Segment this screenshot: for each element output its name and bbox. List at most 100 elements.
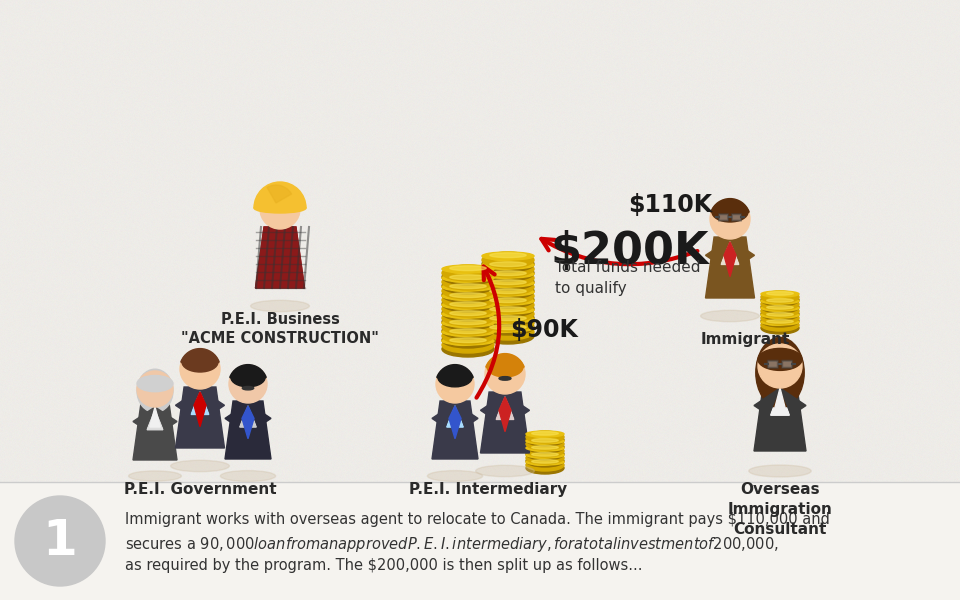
Ellipse shape bbox=[526, 455, 564, 467]
Ellipse shape bbox=[526, 431, 564, 437]
Ellipse shape bbox=[761, 315, 799, 327]
Ellipse shape bbox=[450, 311, 486, 316]
Ellipse shape bbox=[490, 264, 516, 269]
Ellipse shape bbox=[761, 291, 799, 297]
Ellipse shape bbox=[761, 305, 799, 311]
Ellipse shape bbox=[450, 338, 486, 343]
Ellipse shape bbox=[761, 305, 799, 317]
Ellipse shape bbox=[233, 368, 263, 381]
Ellipse shape bbox=[442, 274, 494, 282]
Circle shape bbox=[436, 365, 474, 403]
Ellipse shape bbox=[442, 337, 494, 345]
Circle shape bbox=[260, 189, 300, 229]
Text: secures a $90,000 loan from an approved P.E.I. intermediary, for a total investm: secures a $90,000 loan from an approved … bbox=[125, 535, 779, 554]
Ellipse shape bbox=[767, 313, 793, 316]
Ellipse shape bbox=[526, 438, 564, 444]
Ellipse shape bbox=[482, 319, 534, 335]
Polygon shape bbox=[774, 388, 786, 412]
Ellipse shape bbox=[532, 431, 559, 435]
Ellipse shape bbox=[450, 268, 476, 274]
Ellipse shape bbox=[767, 293, 785, 297]
Text: $200K: $200K bbox=[550, 230, 708, 273]
Ellipse shape bbox=[490, 271, 526, 275]
Ellipse shape bbox=[482, 252, 534, 268]
Ellipse shape bbox=[756, 337, 804, 408]
Ellipse shape bbox=[221, 470, 276, 481]
Ellipse shape bbox=[482, 292, 534, 308]
Ellipse shape bbox=[482, 297, 534, 305]
Ellipse shape bbox=[767, 307, 785, 311]
Wedge shape bbox=[710, 199, 749, 219]
Polygon shape bbox=[225, 401, 271, 459]
Wedge shape bbox=[180, 349, 219, 369]
Ellipse shape bbox=[450, 275, 486, 280]
Ellipse shape bbox=[137, 369, 173, 412]
Ellipse shape bbox=[482, 297, 534, 313]
Polygon shape bbox=[754, 386, 806, 451]
Ellipse shape bbox=[490, 291, 516, 296]
Ellipse shape bbox=[254, 203, 306, 213]
FancyBboxPatch shape bbox=[782, 361, 792, 368]
Ellipse shape bbox=[450, 313, 476, 319]
Ellipse shape bbox=[442, 296, 494, 312]
Ellipse shape bbox=[526, 452, 564, 458]
Ellipse shape bbox=[450, 322, 476, 328]
Ellipse shape bbox=[526, 459, 564, 465]
Text: Immigrant works with overseas agent to relocate to Canada. The immigrant pays $1: Immigrant works with overseas agent to r… bbox=[125, 512, 829, 527]
Ellipse shape bbox=[490, 282, 516, 287]
Ellipse shape bbox=[761, 322, 799, 334]
Polygon shape bbox=[432, 403, 455, 427]
Ellipse shape bbox=[749, 465, 811, 477]
Ellipse shape bbox=[442, 314, 494, 330]
Ellipse shape bbox=[442, 292, 494, 300]
Ellipse shape bbox=[438, 368, 472, 387]
Polygon shape bbox=[194, 392, 206, 427]
Ellipse shape bbox=[499, 377, 511, 380]
Ellipse shape bbox=[231, 368, 265, 387]
Ellipse shape bbox=[442, 328, 494, 336]
Ellipse shape bbox=[442, 305, 494, 321]
Ellipse shape bbox=[490, 289, 526, 293]
Polygon shape bbox=[771, 388, 789, 415]
Polygon shape bbox=[724, 242, 736, 277]
Ellipse shape bbox=[490, 309, 516, 314]
Ellipse shape bbox=[482, 265, 534, 281]
Ellipse shape bbox=[482, 315, 534, 323]
Ellipse shape bbox=[442, 332, 494, 348]
Polygon shape bbox=[730, 239, 755, 265]
Polygon shape bbox=[481, 392, 530, 453]
Ellipse shape bbox=[442, 328, 494, 344]
Ellipse shape bbox=[489, 357, 521, 371]
Ellipse shape bbox=[767, 292, 793, 295]
Ellipse shape bbox=[526, 445, 564, 457]
Polygon shape bbox=[780, 388, 806, 415]
Ellipse shape bbox=[482, 270, 534, 278]
Ellipse shape bbox=[761, 312, 799, 324]
Ellipse shape bbox=[450, 266, 486, 271]
Ellipse shape bbox=[442, 310, 494, 326]
Ellipse shape bbox=[442, 341, 494, 357]
Text: P.E.I. Intermediary: P.E.I. Intermediary bbox=[409, 482, 567, 497]
Ellipse shape bbox=[532, 447, 551, 451]
Ellipse shape bbox=[242, 386, 253, 390]
Ellipse shape bbox=[450, 293, 486, 298]
Ellipse shape bbox=[767, 299, 793, 302]
Polygon shape bbox=[449, 406, 461, 439]
Ellipse shape bbox=[712, 202, 748, 222]
Ellipse shape bbox=[482, 288, 534, 296]
Ellipse shape bbox=[482, 324, 534, 332]
Ellipse shape bbox=[526, 441, 564, 453]
Polygon shape bbox=[191, 389, 209, 415]
Ellipse shape bbox=[442, 269, 494, 285]
Polygon shape bbox=[155, 407, 177, 430]
Ellipse shape bbox=[526, 445, 564, 451]
Polygon shape bbox=[240, 403, 256, 427]
Circle shape bbox=[758, 344, 802, 388]
Ellipse shape bbox=[490, 327, 516, 332]
Circle shape bbox=[485, 354, 525, 394]
Ellipse shape bbox=[482, 301, 534, 317]
Polygon shape bbox=[225, 403, 248, 427]
Ellipse shape bbox=[482, 306, 534, 322]
Ellipse shape bbox=[450, 295, 476, 301]
Polygon shape bbox=[255, 227, 304, 288]
